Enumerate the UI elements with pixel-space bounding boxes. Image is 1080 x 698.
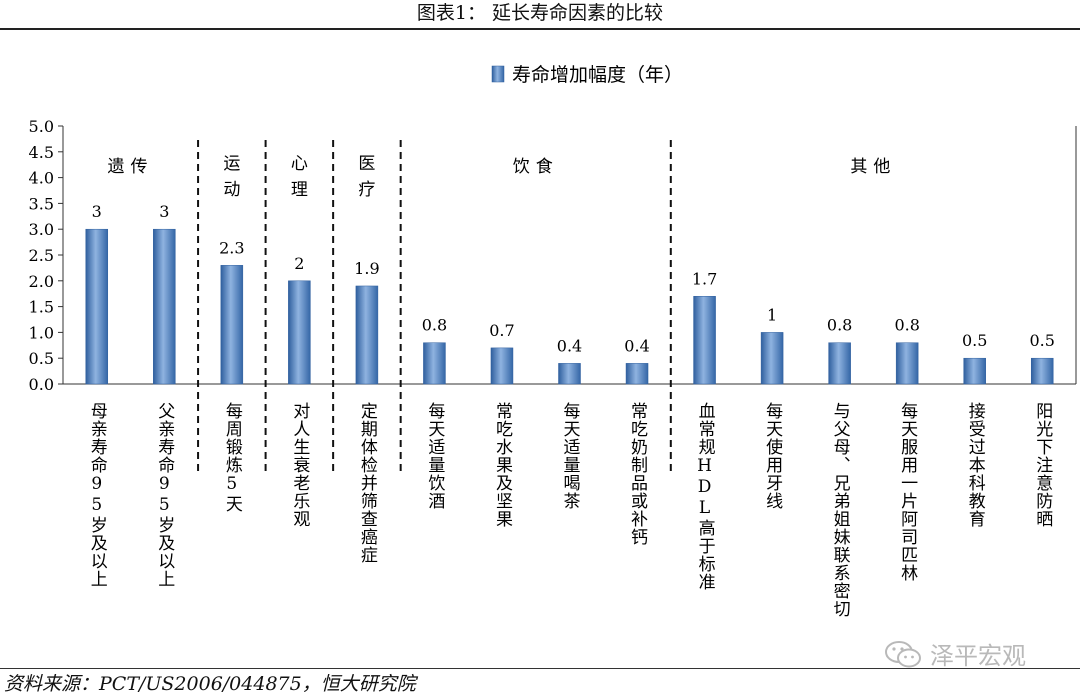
data-label: 0.8 [894, 316, 919, 335]
data-label: 0.4 [624, 336, 649, 355]
group-label: 遗传 [108, 157, 154, 177]
data-label: 2 [294, 254, 304, 273]
x-tick-label: 对人生衰老乐观 [289, 402, 310, 528]
data-label: 1 [767, 305, 777, 324]
bar [490, 347, 514, 385]
bar [220, 265, 244, 385]
data-label: 1.7 [692, 269, 717, 288]
x-tick-label: 每天服用一片阿司匹林 [897, 402, 918, 582]
y-tick-label: 3.5 [29, 194, 54, 213]
bar [423, 342, 446, 385]
x-tick-label: 父亲寿命95岁及以上 [154, 402, 175, 588]
x-tick-label: 每天适量喝茶 [560, 402, 581, 510]
bar [625, 363, 649, 385]
watermark-text: 泽平宏观 [930, 642, 1026, 670]
data-label: 0.4 [557, 336, 582, 355]
group-label: 心 [291, 154, 308, 174]
footer-divider [0, 668, 1080, 669]
bar [558, 363, 581, 385]
y-tick-label: 1.5 [29, 298, 54, 317]
bar [288, 280, 311, 385]
bar-chart: 寿命增加幅度（年） 0.0 0.5 1.0 1.5 2.0 2.5 3.0 3.5 4.0 4.5 5… [29, 64, 1077, 618]
data-label: 0.5 [962, 331, 987, 350]
x-tick-label: 阳光下注意防晒 [1032, 402, 1053, 528]
y-tick-label: 5.0 [29, 117, 54, 136]
y-tick-label: 0.0 [29, 375, 54, 394]
bar [1030, 357, 1054, 385]
data-label: 1.9 [354, 259, 379, 278]
legend-label: 寿命增加幅度（年） [512, 64, 683, 86]
x-tick-label: 每周锻炼5天 [222, 402, 243, 513]
y-tick-label: 0.5 [29, 349, 54, 368]
x-tick-label: 每天使用牙线 [762, 402, 783, 510]
data-label: 0.8 [422, 316, 447, 335]
y-tick-label: 3.0 [29, 220, 54, 239]
bar [85, 228, 109, 385]
y-tick-label: 4.0 [29, 169, 54, 188]
title-divider [0, 28, 1080, 30]
watermark: 泽平宏观 [884, 636, 1026, 671]
y-tick-label: 2.5 [29, 246, 54, 265]
wechat-icon [885, 640, 921, 667]
bar [895, 342, 919, 385]
bar [828, 342, 851, 385]
x-tick-label: 血常规HDL高于标准 [695, 402, 716, 591]
data-label: 3 [159, 202, 169, 221]
bar [355, 285, 379, 385]
data-label: 0.8 [827, 316, 852, 335]
x-tick-label: 接受过本科教育 [965, 402, 986, 528]
bar [693, 296, 716, 385]
data-label: 3 [92, 202, 102, 221]
x-tick-label: 常吃水果及坚果 [492, 402, 513, 528]
x-tick-label: 常吃奶制品或补钙 [627, 402, 648, 546]
source-note: 资料来源：PCT/US2006/044875，恒大研究院 [4, 673, 416, 695]
group-label: 其他 [850, 157, 896, 177]
bar [153, 228, 176, 385]
y-tick-label: 4.5 [29, 143, 54, 162]
group-label: 动 [223, 180, 240, 200]
x-tick-label: 定期体检并筛查癌症 [357, 402, 378, 564]
legend-swatch [491, 65, 505, 83]
data-label: 0.7 [489, 321, 514, 340]
group-label: 医 [358, 154, 375, 174]
group-label: 理 [291, 180, 308, 200]
y-tick-label: 2.0 [29, 272, 54, 291]
bar [963, 357, 986, 385]
group-label: 运 [223, 154, 240, 174]
data-label: 2.3 [219, 238, 244, 257]
data-label: 0.5 [1030, 331, 1055, 350]
figure-title: 图表1： 延长寿命因素的比较 [416, 2, 664, 24]
x-tick-label: 每天适量饮酒 [424, 402, 445, 510]
bar [760, 332, 784, 385]
x-tick-label: 与父母、兄弟姐妹联系密切 [830, 402, 851, 618]
y-tick-label: 1.0 [29, 323, 54, 342]
group-label: 饮食 [513, 157, 559, 177]
x-tick-label: 母亲寿命95岁及以上 [87, 402, 108, 588]
group-label: 疗 [358, 180, 375, 200]
